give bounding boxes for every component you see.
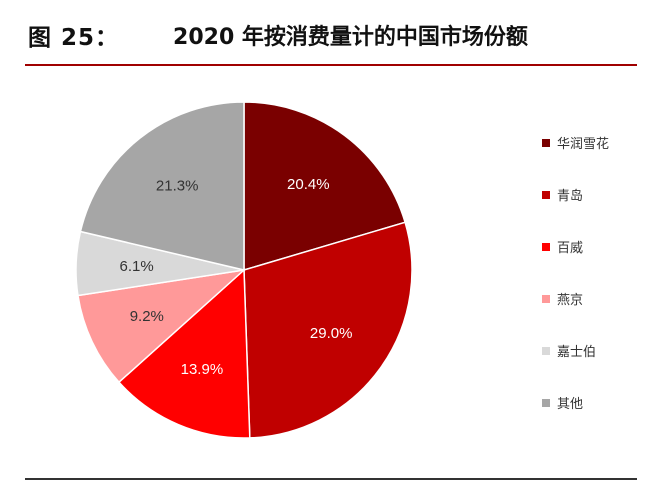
slice-label-1: 20.4% [287,176,330,193]
legend-label-5: 嘉士伯 [557,345,596,360]
legend-swatch-3 [542,243,550,251]
legend-label-4: 燕京 [557,293,583,308]
footer-divider [25,478,637,480]
legend-swatch-2 [542,191,550,199]
legend-label-2: 青岛 [557,188,583,204]
legend-label-3: 百威 [557,241,583,256]
pie-slices [75,101,413,439]
figure-title: 2020 年按消费量计的中国市场份额 [173,25,528,50]
slice-labels: 20.4% 29.0% 13.9% 9.2% 6.1% 21.3% [119,176,352,378]
legend-label-6: 其他 [557,397,583,412]
pie-slice-3 [117,268,251,439]
slice-label-5: 6.1% [119,258,153,275]
legend-label-1: 华润雪花 [557,136,609,152]
slice-label-4: 9.2% [130,308,164,325]
legend-swatch-6 [542,399,550,407]
slice-label-2: 29.0% [310,325,353,342]
pie-slice-2 [243,221,413,439]
slice-label-3: 13.9% [181,361,224,378]
figure-header: 图 25： 2020 年按消费量计的中国市场份额 [28,12,634,58]
pie-slice-6 [79,101,245,271]
figure-number: 图 25： [28,25,120,51]
legend-swatch-1 [542,139,550,147]
legend-swatch-5 [542,347,550,355]
legend-swatch-4 [542,295,550,303]
pie-slice-4 [77,268,247,384]
slice-label-6: 21.3% [156,178,199,195]
pie-slice-1 [243,101,407,272]
header-divider [25,64,637,66]
